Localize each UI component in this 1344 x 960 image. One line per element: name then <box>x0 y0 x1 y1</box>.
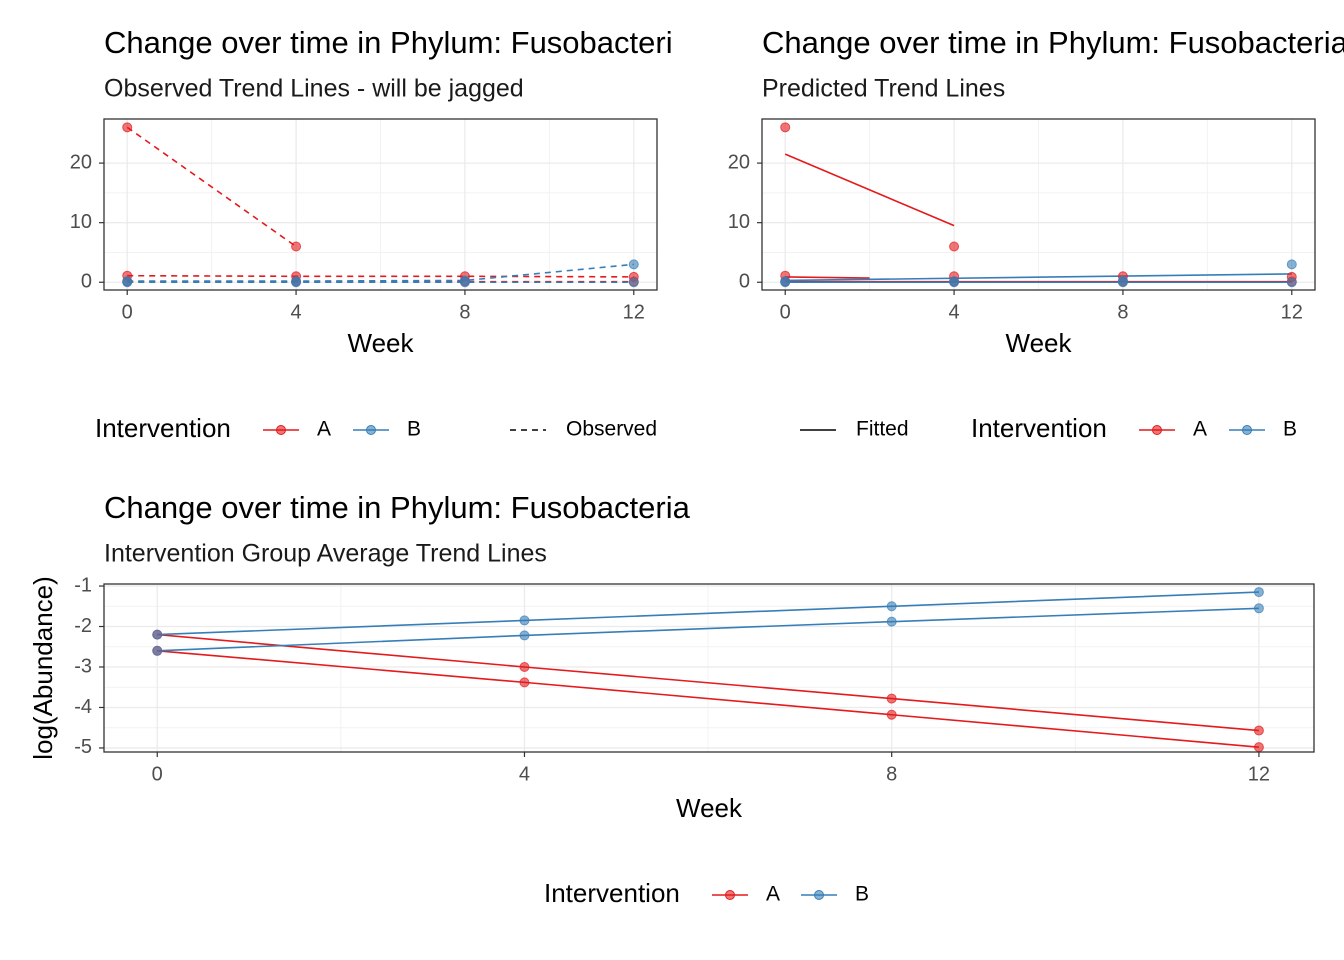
x-tick-label: 12 <box>1248 763 1270 785</box>
chart-title: Change over time in Phylum: Fusobacteria <box>104 25 672 60</box>
legend-label: B <box>407 418 421 441</box>
legend-key-point <box>1152 425 1162 435</box>
chart-panel: Change over time in Phylum: Fusobacteria… <box>70 25 672 443</box>
series-line <box>157 633 1259 732</box>
data-point <box>780 277 791 288</box>
x-axis-title: Week <box>676 793 743 823</box>
legend-key-point <box>276 425 286 435</box>
series-line <box>785 273 1292 282</box>
chart-panel: Change over time in Phylum: Fusobacteria… <box>728 25 1344 443</box>
series-line <box>157 591 1259 636</box>
y-tick-label: 10 <box>728 211 750 233</box>
x-tick-label: 4 <box>519 763 530 785</box>
series-line <box>157 607 1259 652</box>
legend-label: A <box>766 883 780 906</box>
x-tick-label: 8 <box>459 301 470 323</box>
data-point <box>122 122 133 133</box>
legend-label: Observed <box>566 418 657 441</box>
x-tick-label: 0 <box>152 763 163 785</box>
plot-border <box>103 583 1315 753</box>
legend-title: Intervention <box>95 413 231 443</box>
chart-subtitle: Intervention Group Average Trend Lines <box>104 540 547 568</box>
legend-key-point <box>725 890 735 900</box>
data-point <box>949 277 960 288</box>
x-tick-label: 0 <box>780 301 791 323</box>
data-point <box>886 616 897 627</box>
data-point <box>152 629 163 640</box>
chart-subtitle: Predicted Trend Lines <box>762 75 1005 103</box>
data-point <box>152 645 163 656</box>
x-tick-label: 8 <box>1117 301 1128 323</box>
data-point <box>1286 277 1297 288</box>
data-point <box>628 277 639 288</box>
y-tick-label: 0 <box>81 271 92 293</box>
legend-label: A <box>317 418 331 441</box>
data-point <box>1253 725 1264 736</box>
y-tick-label: -5 <box>74 736 92 758</box>
series-line <box>126 126 297 248</box>
legend-title: Intervention <box>544 878 680 908</box>
series-line <box>127 263 634 282</box>
x-tick-label: 4 <box>949 301 960 323</box>
y-tick-label: 20 <box>728 151 750 173</box>
series-line <box>127 274 634 278</box>
legend-label: A <box>1193 418 1207 441</box>
data-point <box>459 277 470 288</box>
x-axis-title: Week <box>1006 328 1073 358</box>
data-point <box>519 615 530 626</box>
data-point <box>1253 742 1264 753</box>
legend-label: Fitted <box>856 418 909 441</box>
data-point <box>122 277 133 288</box>
y-tick-label: -4 <box>74 696 92 718</box>
data-point <box>291 241 302 252</box>
data-point <box>1286 259 1297 270</box>
x-axis-title: Week <box>348 328 415 358</box>
legend-key-point <box>366 425 376 435</box>
data-point <box>886 601 897 612</box>
plot-border <box>761 118 1316 291</box>
data-point <box>519 677 530 688</box>
data-point <box>949 241 960 252</box>
y-tick-label: -2 <box>74 615 92 637</box>
series-line <box>784 153 955 227</box>
data-point <box>886 709 897 720</box>
x-tick-label: 12 <box>1281 301 1303 323</box>
data-point <box>628 259 639 270</box>
chart-title: Change over time in Phylum: Fusobacteria <box>104 490 691 525</box>
y-tick-label: 10 <box>70 211 92 233</box>
y-axis-title: log(Abundance) <box>28 576 58 760</box>
data-point <box>1253 587 1264 598</box>
x-tick-label: 8 <box>886 763 897 785</box>
series-line <box>785 276 870 279</box>
legend-label: B <box>855 883 869 906</box>
legend-label: B <box>1283 418 1297 441</box>
y-tick-label: -1 <box>74 574 92 596</box>
x-tick-label: 0 <box>122 301 133 323</box>
chart-panel: Change over time in Phylum: Fusobacteria… <box>28 490 1315 908</box>
x-tick-label: 12 <box>623 301 645 323</box>
legend-title: Intervention <box>971 413 1107 443</box>
data-point <box>1253 603 1264 614</box>
data-point <box>519 630 530 641</box>
x-tick-label: 4 <box>291 301 302 323</box>
data-point <box>519 661 530 672</box>
series-line <box>157 649 1259 748</box>
chart-subtitle: Observed Trend Lines - will be jagged <box>104 75 524 103</box>
y-tick-label: 0 <box>739 271 750 293</box>
data-point <box>780 122 791 133</box>
plot-border <box>103 118 658 291</box>
legend-key-point <box>1242 425 1252 435</box>
data-point <box>886 693 897 704</box>
data-point <box>1117 277 1128 288</box>
data-point <box>291 277 302 288</box>
plot-background <box>104 584 1314 752</box>
chart-title: Change over time in Phylum: Fusobacteria <box>762 25 1344 60</box>
y-tick-label: 20 <box>70 151 92 173</box>
legend-key-point <box>814 890 824 900</box>
y-tick-label: -3 <box>74 655 92 677</box>
